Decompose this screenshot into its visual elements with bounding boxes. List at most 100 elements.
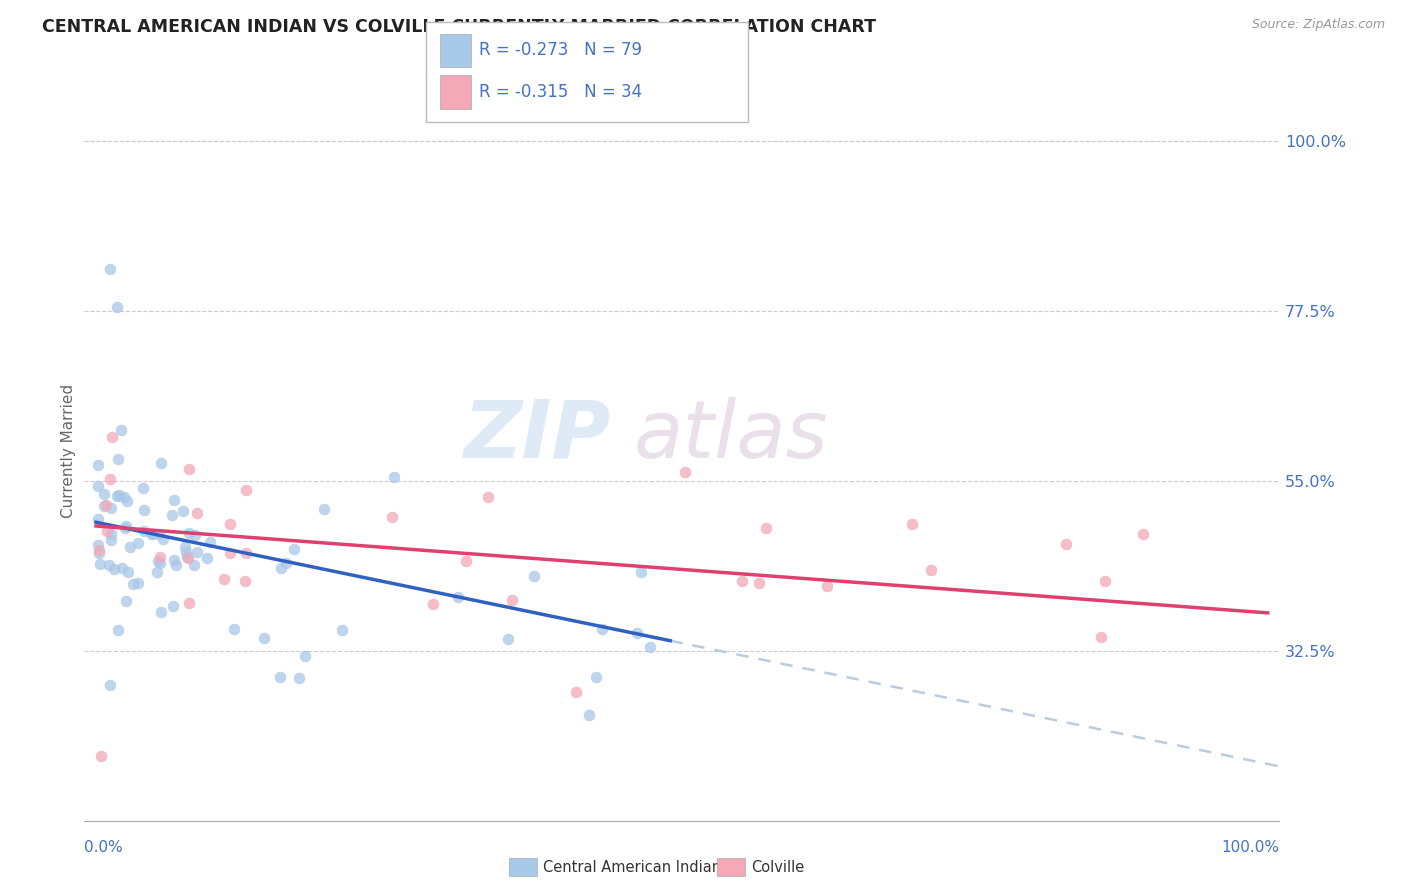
- Point: [1090, 630, 1112, 644]
- Point: [127, 575, 149, 590]
- Point: [98, 678, 121, 692]
- Point: [920, 563, 942, 577]
- Point: [219, 517, 242, 532]
- Point: [86, 512, 108, 526]
- Point: [101, 430, 124, 444]
- Point: [96, 524, 118, 539]
- Point: [165, 558, 187, 573]
- Point: [901, 516, 924, 531]
- Point: [1132, 527, 1154, 541]
- Point: [98, 471, 121, 485]
- Point: [89, 557, 111, 571]
- Point: [145, 565, 167, 579]
- Point: [755, 521, 778, 535]
- Point: [332, 623, 354, 637]
- Point: [114, 594, 136, 608]
- Point: [89, 542, 111, 557]
- Point: [149, 549, 172, 564]
- Text: Colville: Colville: [751, 860, 804, 874]
- Point: [149, 556, 172, 570]
- Point: [98, 262, 121, 277]
- Y-axis label: Currently Married: Currently Married: [60, 384, 76, 517]
- Point: [233, 574, 256, 588]
- Point: [150, 605, 173, 619]
- Point: [422, 597, 444, 611]
- Text: Central American Indians: Central American Indians: [543, 860, 728, 874]
- Point: [270, 561, 292, 575]
- Point: [90, 749, 112, 764]
- Point: [111, 561, 134, 575]
- Point: [177, 461, 200, 475]
- Point: [591, 623, 613, 637]
- Point: [183, 558, 205, 573]
- Point: [100, 500, 122, 515]
- Point: [108, 488, 131, 502]
- Point: [150, 456, 173, 470]
- Point: [110, 423, 132, 437]
- Point: [141, 527, 163, 541]
- Point: [115, 494, 138, 508]
- Point: [114, 520, 136, 534]
- Point: [89, 546, 111, 560]
- Point: [235, 483, 257, 497]
- Point: [107, 623, 129, 637]
- Point: [162, 599, 184, 613]
- Point: [122, 577, 145, 591]
- Point: [134, 503, 156, 517]
- Point: [1054, 537, 1077, 551]
- Point: [163, 553, 186, 567]
- Point: [100, 526, 122, 541]
- Point: [731, 574, 754, 589]
- Point: [132, 481, 155, 495]
- Point: [501, 593, 523, 607]
- Point: [174, 540, 197, 554]
- Point: [477, 490, 499, 504]
- Point: [186, 545, 208, 559]
- Point: [496, 632, 519, 647]
- Text: 100.0%: 100.0%: [1222, 839, 1279, 855]
- Point: [638, 640, 661, 654]
- Point: [148, 554, 170, 568]
- Text: ZIP: ZIP: [463, 397, 610, 475]
- Point: [253, 631, 276, 645]
- Point: [132, 524, 155, 539]
- Point: [222, 622, 245, 636]
- Point: [198, 534, 221, 549]
- Point: [97, 558, 120, 572]
- Point: [174, 544, 197, 558]
- Point: [626, 626, 648, 640]
- Point: [197, 551, 219, 566]
- Point: [93, 499, 115, 513]
- Point: [578, 708, 600, 723]
- Point: [748, 576, 770, 591]
- Point: [565, 685, 588, 699]
- Point: [100, 533, 122, 547]
- Point: [212, 572, 235, 586]
- Point: [283, 542, 305, 557]
- Point: [184, 528, 207, 542]
- Point: [160, 508, 183, 523]
- Point: [177, 526, 200, 541]
- Point: [141, 527, 163, 541]
- Point: [186, 506, 208, 520]
- Point: [107, 452, 129, 467]
- Point: [673, 465, 696, 479]
- Point: [172, 504, 194, 518]
- Point: [107, 489, 129, 503]
- Point: [176, 549, 198, 564]
- Point: [163, 493, 186, 508]
- Point: [152, 532, 174, 546]
- Point: [522, 569, 544, 583]
- Text: Source: ZipAtlas.com: Source: ZipAtlas.com: [1251, 18, 1385, 31]
- Text: 0.0%: 0.0%: [84, 839, 124, 855]
- Point: [112, 490, 135, 504]
- Point: [219, 546, 242, 560]
- Point: [815, 579, 838, 593]
- Point: [1094, 574, 1116, 588]
- Point: [177, 597, 200, 611]
- Point: [269, 670, 291, 684]
- Point: [115, 519, 138, 533]
- Point: [274, 556, 297, 570]
- Text: atlas: atlas: [634, 397, 830, 475]
- Point: [176, 551, 198, 566]
